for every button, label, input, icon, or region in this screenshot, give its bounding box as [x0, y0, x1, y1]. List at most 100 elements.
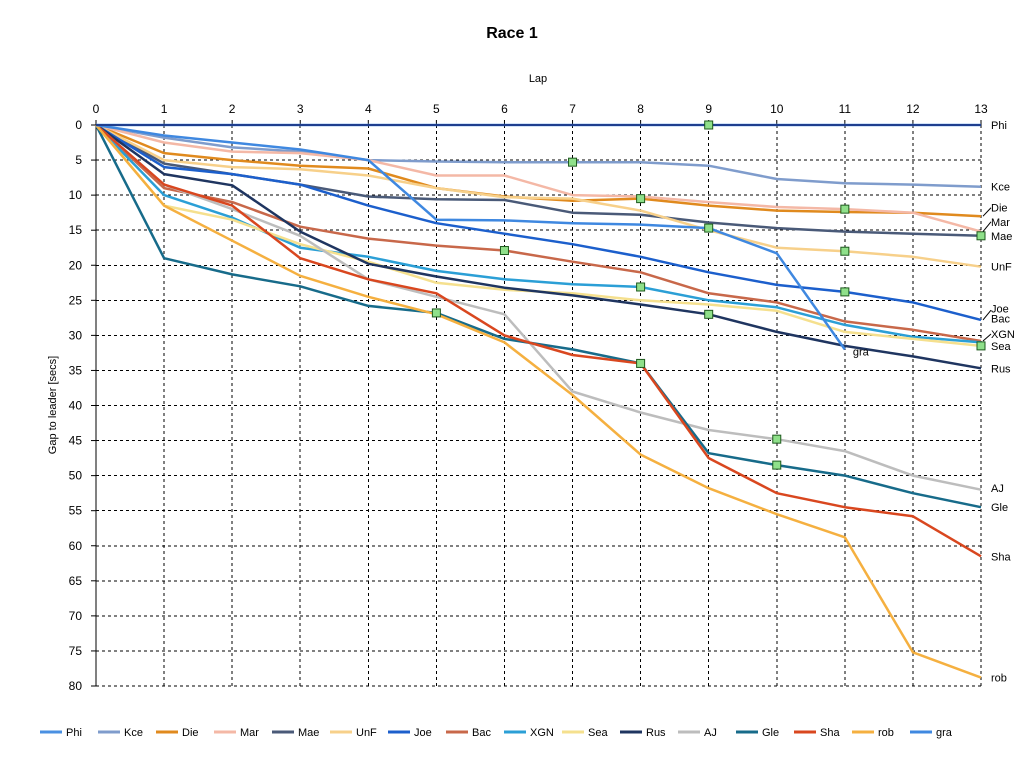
- y-tick-label: 20: [69, 258, 83, 272]
- pit-marker: [636, 282, 646, 292]
- x-tick-label: 10: [770, 102, 784, 116]
- end-label-sha: Sha: [991, 551, 1011, 563]
- y-tick-label: 10: [69, 188, 83, 202]
- x-tick-label: 4: [365, 102, 372, 116]
- x-tick-label: 5: [433, 102, 440, 116]
- series-line-bac: [95, 124, 982, 343]
- pit-marker: [772, 460, 782, 470]
- y-tick-label: 35: [69, 363, 83, 377]
- pit-marker: [499, 246, 509, 256]
- pit-marker: [636, 358, 646, 368]
- end-label-gra: gra: [853, 347, 870, 359]
- end-label-gle: Gle: [991, 502, 1008, 514]
- y-tick-label: 75: [69, 644, 83, 658]
- x-tick-labels: 0 1 2 3 4 5 6 7 8 9 10 11 12 13: [93, 102, 988, 125]
- pit-marker: [568, 157, 578, 167]
- pit-marker: [976, 341, 986, 351]
- y-tick-label: 30: [69, 328, 83, 342]
- pit-marker: [636, 194, 646, 204]
- end-label-mae: Mae: [991, 231, 1012, 243]
- x-tick-label: 7: [569, 102, 576, 116]
- y-tick-label: 0: [75, 118, 82, 132]
- series-line-rus: [95, 123, 982, 370]
- y-tick-label: 45: [69, 434, 83, 448]
- series-line-gra: [95, 123, 846, 351]
- end-label-rus: Rus: [991, 363, 1011, 375]
- pit-marker: [840, 204, 850, 214]
- x-tick-label: 0: [93, 102, 100, 116]
- y-tick-label: 40: [69, 399, 83, 413]
- y-tick-label: 80: [69, 679, 83, 693]
- end-label-aj: AJ: [991, 483, 1004, 495]
- legend-label-mae: Mae: [298, 727, 319, 739]
- legend-label-bac: Bac: [472, 727, 491, 739]
- legend-label-rob: rob: [878, 727, 894, 739]
- x-tick-label: 13: [974, 102, 988, 116]
- y-tick-label: 60: [69, 539, 83, 553]
- pit-marker: [704, 120, 714, 130]
- label-connector: [982, 309, 992, 321]
- legend-label-gle: Gle: [762, 727, 779, 739]
- series-line-rob: [95, 124, 982, 679]
- y-tick-label: 25: [69, 293, 83, 307]
- legend-label-sea: Sea: [588, 727, 608, 739]
- y-tick-label: 65: [69, 574, 83, 588]
- y-axis-label: Gap to leader [secs]: [47, 356, 59, 454]
- label-connector: [982, 207, 992, 217]
- end-label-kce: Kce: [991, 182, 1010, 194]
- legend-label-joe: Joe: [414, 727, 432, 739]
- series-line-unf: [95, 123, 982, 268]
- x-tick-label: 1: [161, 102, 168, 116]
- end-label-mar: Mar: [991, 217, 1010, 229]
- series-line-kce: [95, 123, 982, 188]
- end-label-bac: Bac: [991, 314, 1010, 326]
- y-tick-label: 70: [69, 609, 83, 623]
- end-label-unf: UnF: [991, 262, 1012, 274]
- end-label-phi: Phi: [991, 120, 1007, 132]
- y-tick-label: 5: [75, 153, 82, 167]
- y-tick-labels: 0 5 10 15 20 25 30 35 40 45 50 55 60 65 70 75 80: [69, 118, 96, 693]
- chart-title: Race 1: [486, 25, 538, 42]
- legend-label-aj: AJ: [704, 727, 717, 739]
- x-tick-label: 3: [297, 102, 304, 116]
- y-tick-label: 15: [69, 223, 83, 237]
- legend-label-unf: UnF: [356, 727, 377, 739]
- label-connector: [982, 221, 992, 232]
- end-label-sea: Sea: [991, 341, 1011, 353]
- x-tick-label: 12: [906, 102, 920, 116]
- legend-label-die: Die: [182, 727, 199, 739]
- pit-marker: [976, 231, 986, 241]
- legend-label-kce: Kce: [124, 727, 143, 739]
- legend-label-gra: gra: [936, 727, 953, 739]
- series-line-mar: [95, 123, 982, 233]
- x-tick-label: 6: [501, 102, 508, 116]
- legend-label-mar: Mar: [240, 727, 259, 739]
- series-line-xgn: [95, 124, 982, 344]
- series-line-joe: [95, 123, 982, 322]
- y-tick-label: 50: [69, 469, 83, 483]
- pit-marker: [840, 246, 850, 256]
- series-line-sea: [95, 124, 982, 348]
- legend-label-rus: Rus: [646, 727, 666, 739]
- end-label-joe: Joe: [991, 304, 1009, 316]
- x-tick-label: 8: [637, 102, 644, 116]
- legend-label-sha: Sha: [820, 727, 840, 739]
- legend: Phi Kce Die Mar Mae UnF Joe Bac XGN Sea Rus AJ Gle Sh…: [40, 727, 953, 739]
- label-connector: [982, 333, 992, 342]
- y-tick-label: 55: [69, 504, 83, 518]
- pit-marker: [840, 287, 850, 297]
- x-tick-label: 9: [705, 102, 712, 116]
- series-line-sha: [95, 124, 982, 558]
- series-line-aj: [95, 124, 982, 491]
- x-tick-label: 2: [229, 102, 236, 116]
- end-label-rob: rob: [991, 673, 1007, 685]
- end-label-die: Die: [991, 203, 1008, 215]
- pit-marker: [772, 434, 782, 444]
- pit-marker: [704, 309, 714, 319]
- pit-marker: [431, 308, 441, 318]
- x-tick-label: 11: [839, 102, 852, 116]
- pit-markers: [431, 120, 986, 470]
- pit-marker: [704, 223, 714, 233]
- legend-label-phi: Phi: [66, 727, 82, 739]
